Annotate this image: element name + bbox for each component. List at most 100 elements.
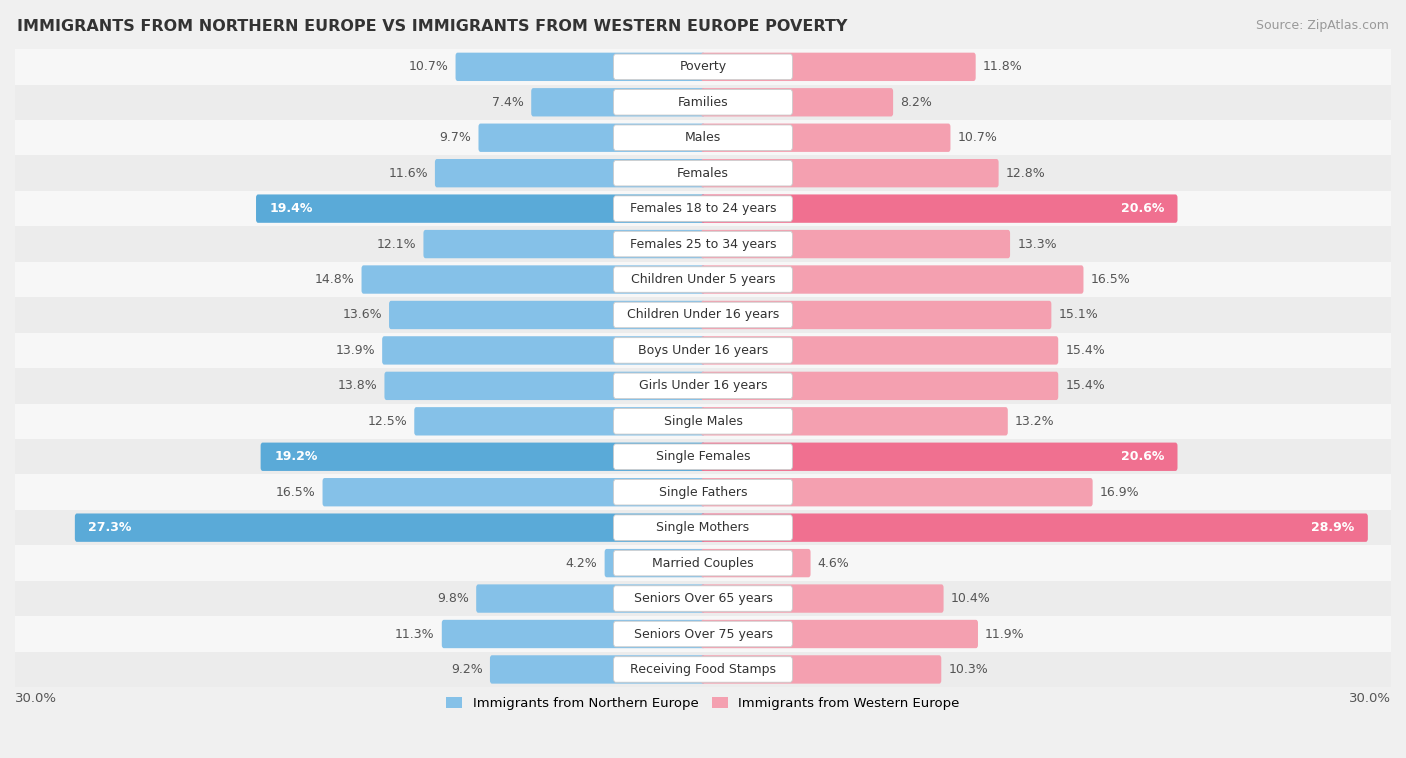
Text: 13.2%: 13.2% — [1015, 415, 1054, 428]
Text: 13.8%: 13.8% — [337, 379, 377, 393]
Text: Females 18 to 24 years: Females 18 to 24 years — [630, 202, 776, 215]
Legend: Immigrants from Northern Europe, Immigrants from Western Europe: Immigrants from Northern Europe, Immigra… — [441, 692, 965, 716]
FancyBboxPatch shape — [613, 125, 793, 151]
Bar — [15, 403, 1391, 439]
FancyBboxPatch shape — [613, 231, 793, 257]
FancyBboxPatch shape — [613, 622, 793, 647]
Text: 15.4%: 15.4% — [1066, 344, 1105, 357]
FancyBboxPatch shape — [489, 655, 704, 684]
FancyBboxPatch shape — [702, 407, 1008, 436]
Bar — [15, 155, 1391, 191]
Text: Girls Under 16 years: Girls Under 16 years — [638, 379, 768, 393]
Text: 9.7%: 9.7% — [440, 131, 471, 144]
Bar — [15, 85, 1391, 120]
Bar — [15, 368, 1391, 403]
Text: 10.3%: 10.3% — [949, 663, 988, 676]
Text: 11.9%: 11.9% — [986, 628, 1025, 641]
Text: 8.2%: 8.2% — [900, 96, 932, 109]
Text: 13.6%: 13.6% — [342, 309, 382, 321]
Text: 11.3%: 11.3% — [395, 628, 434, 641]
FancyBboxPatch shape — [415, 407, 704, 436]
Bar — [15, 262, 1391, 297]
Text: 12.1%: 12.1% — [377, 237, 416, 251]
Text: Boys Under 16 years: Boys Under 16 years — [638, 344, 768, 357]
FancyBboxPatch shape — [702, 371, 1059, 400]
Bar — [15, 546, 1391, 581]
Text: 11.6%: 11.6% — [388, 167, 427, 180]
FancyBboxPatch shape — [702, 584, 943, 612]
Text: 11.8%: 11.8% — [983, 61, 1022, 74]
FancyBboxPatch shape — [702, 513, 1368, 542]
Text: 28.9%: 28.9% — [1310, 522, 1354, 534]
Text: 13.3%: 13.3% — [1017, 237, 1057, 251]
FancyBboxPatch shape — [423, 230, 704, 258]
Text: 4.6%: 4.6% — [818, 556, 849, 569]
FancyBboxPatch shape — [702, 88, 893, 117]
Text: 10.7%: 10.7% — [957, 131, 997, 144]
Text: Receiving Food Stamps: Receiving Food Stamps — [630, 663, 776, 676]
FancyBboxPatch shape — [613, 444, 793, 469]
Text: 19.4%: 19.4% — [270, 202, 314, 215]
Text: Males: Males — [685, 131, 721, 144]
Text: 20.6%: 20.6% — [1121, 202, 1164, 215]
Text: 30.0%: 30.0% — [15, 693, 58, 706]
Text: 12.5%: 12.5% — [367, 415, 408, 428]
Text: 10.4%: 10.4% — [950, 592, 990, 605]
FancyBboxPatch shape — [613, 267, 793, 293]
FancyBboxPatch shape — [613, 586, 793, 611]
Bar — [15, 652, 1391, 688]
Text: 27.3%: 27.3% — [89, 522, 132, 534]
FancyBboxPatch shape — [456, 52, 704, 81]
Bar — [15, 439, 1391, 475]
FancyBboxPatch shape — [613, 161, 793, 186]
FancyBboxPatch shape — [260, 443, 704, 471]
Text: Children Under 16 years: Children Under 16 years — [627, 309, 779, 321]
Text: 15.4%: 15.4% — [1066, 379, 1105, 393]
FancyBboxPatch shape — [256, 195, 704, 223]
Text: 16.5%: 16.5% — [276, 486, 315, 499]
FancyBboxPatch shape — [702, 159, 998, 187]
Text: Families: Families — [678, 96, 728, 109]
FancyBboxPatch shape — [702, 620, 979, 648]
FancyBboxPatch shape — [605, 549, 704, 578]
FancyBboxPatch shape — [478, 124, 704, 152]
Text: 13.9%: 13.9% — [336, 344, 375, 357]
Text: Females 25 to 34 years: Females 25 to 34 years — [630, 237, 776, 251]
FancyBboxPatch shape — [434, 159, 704, 187]
Text: Seniors Over 65 years: Seniors Over 65 years — [634, 592, 772, 605]
Bar — [15, 581, 1391, 616]
FancyBboxPatch shape — [702, 52, 976, 81]
FancyBboxPatch shape — [702, 443, 1177, 471]
FancyBboxPatch shape — [613, 89, 793, 115]
FancyBboxPatch shape — [613, 302, 793, 327]
Text: 16.5%: 16.5% — [1091, 273, 1130, 286]
Text: 9.2%: 9.2% — [451, 663, 482, 676]
FancyBboxPatch shape — [613, 373, 793, 399]
Bar — [15, 191, 1391, 227]
Text: 12.8%: 12.8% — [1005, 167, 1046, 180]
FancyBboxPatch shape — [613, 656, 793, 682]
Text: Children Under 5 years: Children Under 5 years — [631, 273, 775, 286]
Text: Single Fathers: Single Fathers — [659, 486, 747, 499]
FancyBboxPatch shape — [613, 196, 793, 221]
FancyBboxPatch shape — [702, 230, 1010, 258]
FancyBboxPatch shape — [702, 478, 1092, 506]
FancyBboxPatch shape — [702, 124, 950, 152]
FancyBboxPatch shape — [531, 88, 704, 117]
Bar — [15, 120, 1391, 155]
Text: 19.2%: 19.2% — [274, 450, 318, 463]
Text: 4.2%: 4.2% — [565, 556, 598, 569]
FancyBboxPatch shape — [702, 265, 1084, 293]
FancyBboxPatch shape — [613, 515, 793, 540]
FancyBboxPatch shape — [613, 550, 793, 576]
Text: 20.6%: 20.6% — [1121, 450, 1164, 463]
FancyBboxPatch shape — [702, 337, 1059, 365]
Bar — [15, 49, 1391, 85]
FancyBboxPatch shape — [613, 480, 793, 505]
FancyBboxPatch shape — [702, 301, 1052, 329]
FancyBboxPatch shape — [477, 584, 704, 612]
Bar — [15, 297, 1391, 333]
Text: 15.1%: 15.1% — [1059, 309, 1098, 321]
Text: Females: Females — [678, 167, 728, 180]
Text: 14.8%: 14.8% — [315, 273, 354, 286]
